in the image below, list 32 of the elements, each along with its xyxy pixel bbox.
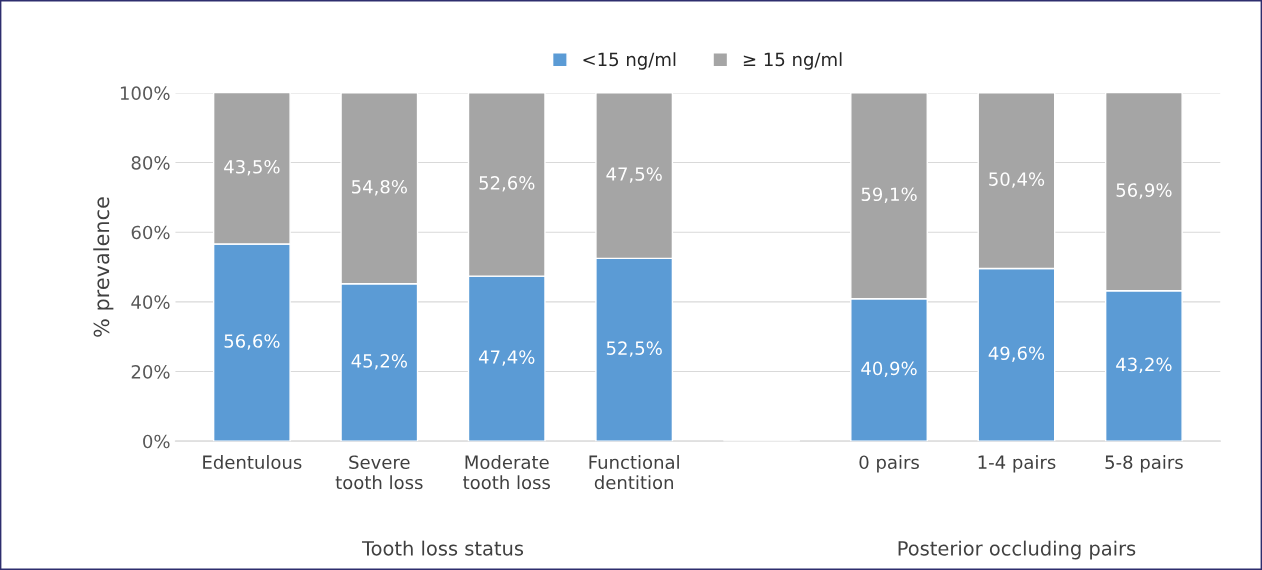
data-label: 54,8% — [352, 179, 407, 196]
data-label: 50,4% — [989, 172, 1045, 188]
data-label: 45,2% — [351, 354, 407, 370]
text: Tooth loss status — [361, 540, 524, 556]
legend-label: ≥ 15 ng/ml — [743, 52, 842, 70]
y-tick-label: 80% — [131, 156, 170, 170]
legend-label: <15 ng/ml — [583, 52, 676, 70]
data-label: 40,9% — [861, 361, 917, 378]
y-tick-label: 100% — [120, 86, 170, 101]
data-label: 59,1% — [861, 187, 917, 203]
x-tick-label: 0 pairs — [859, 455, 919, 473]
data-label: 56,9% — [1116, 183, 1172, 199]
x-tick-label: Severe tooth loss — [335, 455, 423, 490]
data-label: 52,5% — [606, 341, 662, 357]
data-label: 47,5% — [606, 167, 662, 183]
data-label: 47,4% — [478, 350, 535, 366]
y-tick-label: 20% — [131, 364, 170, 379]
y-tick-label: 0% — [143, 434, 170, 449]
data-label: 49,6% — [988, 346, 1045, 362]
y-tick-label: 40% — [131, 295, 170, 309]
data-label: 43,5% — [224, 159, 280, 176]
x-tick-label: Moderate tooth loss — [463, 455, 551, 490]
data-label: 56,6% — [224, 334, 280, 350]
data-label: 52,6% — [479, 176, 535, 192]
x-tick-label: 1-4 pairs — [978, 455, 1056, 473]
y-axis-title: % prevalence — [93, 197, 114, 337]
data-label: 43,2% — [1116, 357, 1172, 374]
x-tick-label: 5-8 pairs — [1105, 455, 1183, 473]
y-tick-label: 60% — [131, 225, 170, 240]
x-tick-label: Edentulous — [203, 455, 302, 470]
x-tick-label: Functional dentition — [589, 455, 679, 490]
text: Posterior occluding pairs — [898, 540, 1136, 560]
